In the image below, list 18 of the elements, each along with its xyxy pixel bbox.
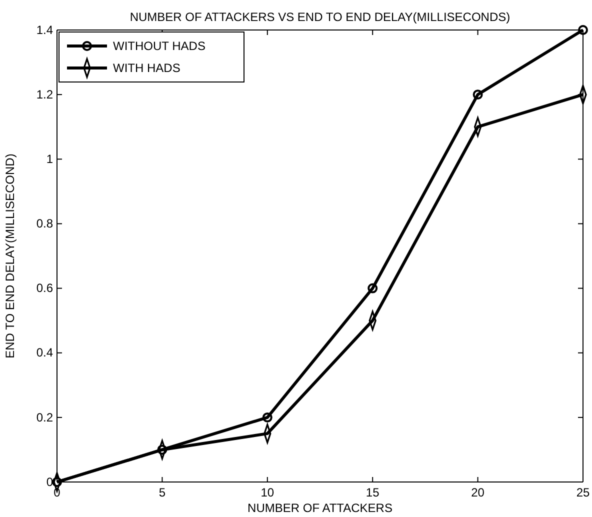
chart-title: NUMBER OF ATTACKERS VS END TO END DELAY(MILLISECONDS) [130, 10, 510, 24]
y-tick-label: 0.2 [36, 410, 54, 424]
x-tick-label: 5 [158, 486, 166, 500]
y-tick-label: 0.4 [36, 346, 54, 360]
x-axis-title: NUMBER OF ATTACKERS [248, 501, 392, 515]
x-tick-label: 25 [576, 486, 590, 500]
legend-label: WITH HADS [113, 61, 180, 75]
legend-label: WITHOUT HADS [113, 39, 206, 53]
x-tick-label: 15 [366, 486, 380, 500]
x-tick-label: 20 [471, 486, 485, 500]
y-tick-label: 1.4 [36, 22, 54, 37]
x-tick-label: 10 [260, 486, 274, 500]
y-tick-label: 1 [46, 152, 54, 166]
y-tick-label: 0 [46, 474, 54, 489]
y-tick-label: 1.2 [36, 87, 54, 102]
y-tick-label: 0.8 [36, 216, 54, 231]
y-tick-label: 0.6 [36, 281, 54, 296]
y-axis-title: END TO END DELAY(MILLISECOND) [3, 154, 17, 358]
